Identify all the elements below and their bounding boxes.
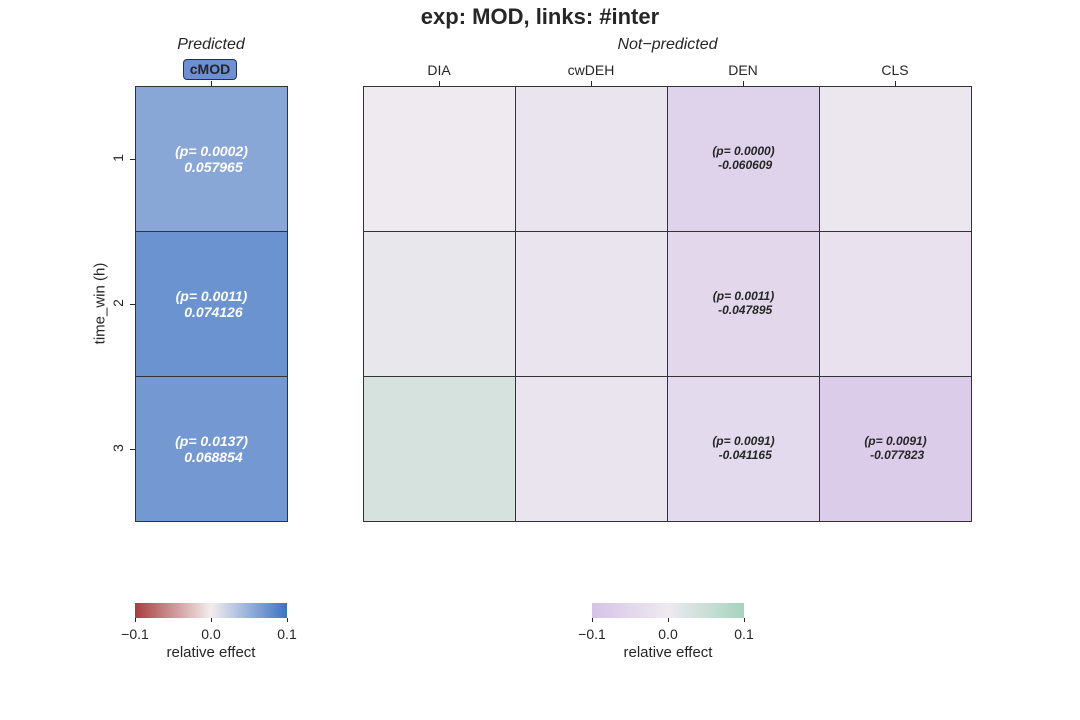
not-predicted-colorbar-label: relative effect — [623, 644, 713, 661]
x-tick — [211, 81, 212, 86]
not-predicted-panel-title: Not−predicted — [617, 36, 718, 53]
cell-annotation: (p= 0.0011) -0.047895 — [712, 289, 775, 317]
colorbar-tick-label: 0.1 — [277, 626, 297, 642]
colorbar-tick-label: −0.1 — [578, 626, 606, 642]
column-label-cls: CLS — [881, 62, 909, 78]
cell-annotation: (p= 0.0137) 0.068854 — [175, 432, 248, 465]
cell-annotation: (p= 0.0091) -0.077823 — [864, 434, 927, 462]
colorbar-tick — [211, 618, 212, 622]
predicted-cell-r1-cmod: (p= 0.0002) 0.057965 — [135, 86, 288, 232]
not-predicted-cell-r3-cwdeh — [515, 376, 668, 522]
colorbar-tick — [135, 618, 136, 622]
not-predicted-cell-r3-den: (p= 0.0091) -0.041165 — [667, 376, 820, 522]
not-predicted-cell-r1-cls — [819, 86, 972, 232]
y-tick — [130, 448, 135, 450]
not-predicted-cell-r3-dia — [363, 376, 516, 522]
predicted-panel-title: Predicted — [177, 36, 245, 53]
y-axis-label: time_win (h) — [91, 262, 109, 345]
not-predicted-cell-r1-dia — [363, 86, 516, 232]
not-predicted-cell-r2-cls — [819, 231, 972, 377]
x-tick — [439, 81, 440, 86]
y-tick — [130, 303, 135, 305]
predicted-cell-r3-cmod: (p= 0.0137) 0.068854 — [135, 376, 288, 522]
colorbar-tick — [592, 618, 593, 622]
not-predicted-cell-r2-den: (p= 0.0011) -0.047895 — [667, 231, 820, 377]
column-label-cwdeh: cwDEH — [567, 62, 615, 78]
colorbar-tick — [287, 618, 288, 622]
predicted-colorbar-label: relative effect — [166, 644, 256, 661]
x-tick — [743, 81, 744, 86]
not-predicted-cell-r2-dia — [363, 231, 516, 377]
y-tick — [130, 158, 135, 160]
predicted-column-label: cMOD — [183, 59, 237, 80]
not-predicted-cell-r3-cls: (p= 0.0091) -0.077823 — [819, 376, 972, 522]
not-predicted-cell-r1-den: (p= 0.0000) -0.060609 — [667, 86, 820, 232]
x-tick — [591, 81, 592, 86]
cell-annotation: (p= 0.0000) -0.060609 — [712, 144, 775, 172]
predicted-colorbar — [135, 603, 287, 618]
colorbar-tick-label: 0.1 — [734, 626, 754, 642]
cell-annotation: (p= 0.0011) 0.074126 — [175, 287, 248, 320]
not-predicted-cell-r2-cwdeh — [515, 231, 668, 377]
not-predicted-cell-r1-cwdeh — [515, 86, 668, 232]
colorbar-tick-label: −0.1 — [121, 626, 149, 642]
row-label-2: 2 — [110, 298, 126, 307]
row-label-3: 3 — [110, 443, 126, 452]
not-predicted-colorbar — [592, 603, 744, 618]
colorbar-tick-label: 0.0 — [201, 626, 221, 642]
column-label-den: DEN — [728, 62, 758, 78]
column-label-dia: DIA — [427, 62, 451, 78]
predicted-cell-r2-cmod: (p= 0.0011) 0.074126 — [135, 231, 288, 377]
cell-annotation: (p= 0.0091) -0.041165 — [712, 434, 775, 462]
cell-annotation: (p= 0.0002) 0.057965 — [175, 142, 248, 175]
colorbar-tick — [744, 618, 745, 622]
colorbar-tick — [668, 618, 669, 622]
x-tick — [895, 81, 896, 86]
chart-title: exp: MOD, links: #inter — [420, 4, 660, 29]
row-label-1: 1 — [110, 153, 126, 162]
colorbar-tick-label: 0.0 — [658, 626, 678, 642]
